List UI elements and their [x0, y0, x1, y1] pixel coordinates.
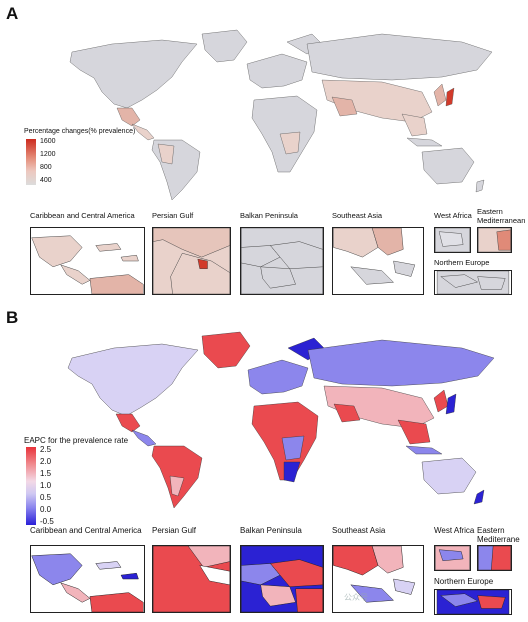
- inset-a-title-caribbean: Caribbean and Central America: [30, 211, 135, 220]
- inset-a-title-balkan: Balkan Peninsula: [240, 211, 298, 220]
- panel-a-label: A: [6, 4, 19, 23]
- inset-a-southeast-asia: [332, 227, 424, 295]
- inset-a-title-east-med: Eastern Mediterranean: [477, 207, 527, 225]
- inset-b-title-caribbean: Caribbean and Central America: [30, 526, 142, 535]
- inset-b-caribbean: [30, 545, 145, 613]
- inset-b-title-east-med-2: Mediterrane: [477, 535, 520, 544]
- world-map-b: [67, 331, 495, 509]
- inset-b-persian-gulf: [152, 545, 231, 613]
- inset-a-title-southeast-asia: Southeast Asia: [332, 211, 383, 220]
- legend-b-tick: 2.0: [40, 457, 52, 466]
- legend-a-colorbar: [26, 139, 36, 185]
- inset-b-northern-europe: [434, 589, 512, 615]
- panel-b-label: B: [6, 308, 19, 327]
- legend-a-tick: 800: [40, 164, 52, 171]
- inset-a-balkan: [240, 227, 324, 295]
- inset-b-east-med: [477, 545, 512, 571]
- inset-a-title-east-med-text: Eastern Mediterranean: [477, 207, 526, 225]
- legend-b-tick: 0.0: [40, 505, 52, 514]
- inset-b-title-southeast-asia: Southeast Asia: [332, 526, 386, 535]
- legend-a-tick: 400: [40, 177, 52, 184]
- watermark: 公众号: [344, 593, 368, 602]
- legend-b: EAPC for the prevalence rate 2.5 2.0 1.5…: [24, 436, 164, 528]
- legend-b-tick: 1.5: [40, 469, 52, 478]
- legend-a-tick: 1200: [40, 151, 56, 158]
- inset-a-northern-europe: [434, 270, 512, 295]
- legend-a: Percentage changes(% prevalence) 1600 12…: [24, 128, 144, 190]
- legend-b-title: EAPC for the prevalence rate: [24, 436, 129, 445]
- inset-a-west-africa: [434, 227, 471, 253]
- inset-b-title-east-med: Eastern: [477, 526, 505, 535]
- inset-a-title-persian-gulf: Persian Gulf: [152, 211, 194, 220]
- inset-b-title-persian-gulf: Persian Gulf: [152, 526, 197, 535]
- legend-b-tick: 1.0: [40, 481, 52, 490]
- inset-b-balkan: [240, 545, 324, 613]
- legend-b-tick: -0.5: [40, 517, 54, 526]
- legend-a-title: Percentage changes(% prevalence): [24, 128, 136, 135]
- legend-a-tick: 1600: [40, 138, 56, 145]
- inset-a-persian-gulf: [152, 227, 231, 295]
- inset-a-caribbean: [30, 227, 145, 295]
- legend-b-colorbar: [26, 447, 36, 525]
- inset-a-title-west-africa: West Africa: [434, 211, 472, 220]
- legend-b-tick: 2.5: [40, 445, 52, 454]
- legend-b-tick: 0.5: [40, 493, 52, 502]
- inset-a-title-northern-europe: Northern Europe: [434, 258, 490, 267]
- inset-b-west-africa: [434, 545, 471, 571]
- inset-b-title-west-africa: West Africa: [434, 526, 475, 535]
- inset-b-southeast-asia: [332, 545, 424, 613]
- inset-b-title-balkan: Balkan Peninsula: [240, 526, 302, 535]
- inset-b-title-northern-europe: Northern Europe: [434, 577, 494, 586]
- world-map-a: [69, 29, 493, 201]
- inset-a-east-med: [477, 227, 512, 253]
